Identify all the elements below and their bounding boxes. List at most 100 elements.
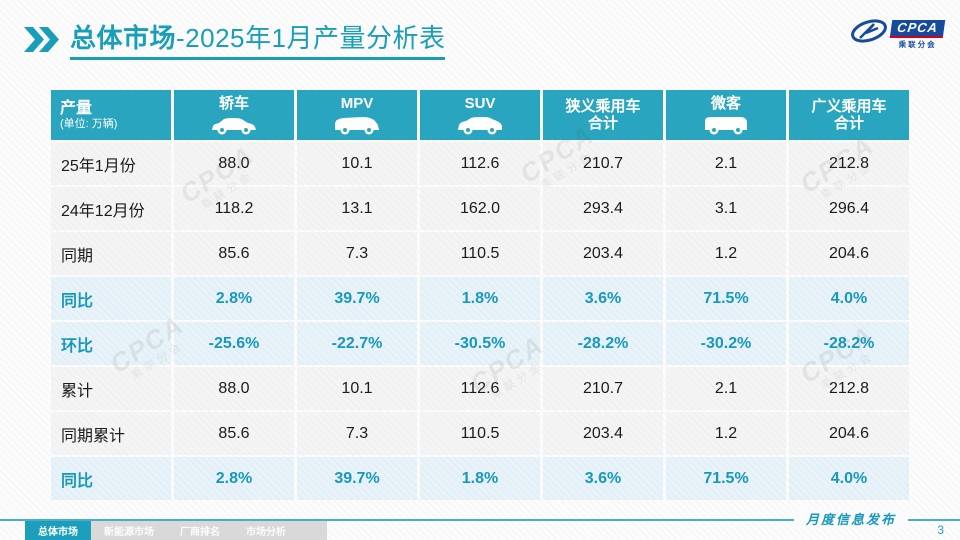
table-cell: 212.8: [789, 142, 909, 185]
corner-header-cell: 产量 (单位: 万辆): [51, 90, 171, 140]
table-cell: 3.6%: [543, 277, 663, 320]
table-cell: 162.0: [420, 187, 540, 230]
corner-unit: (单位: 万辆): [60, 118, 118, 130]
table-cell: 2.8%: [174, 277, 294, 320]
table-cell: 204.6: [789, 412, 909, 455]
table-cell: 10.1: [297, 142, 417, 185]
suv-icon: [420, 113, 540, 135]
table-cell: 7.3: [297, 412, 417, 455]
column-label: 轿车: [218, 94, 249, 112]
table-cell: 118.2: [174, 187, 294, 230]
table-cell: 71.5%: [666, 277, 786, 320]
table-cell: 71.5%: [666, 457, 786, 500]
table-cell: 203.4: [543, 412, 663, 455]
table-cell: 3.6%: [543, 457, 663, 500]
table-cell: -25.6%: [174, 322, 294, 365]
table-cell: 112.6: [420, 367, 540, 410]
double-chevron-icon: [24, 27, 60, 52]
column-label: MPV: [340, 94, 374, 112]
tab-nev-market[interactable]: 新能源市场: [91, 521, 167, 540]
table-cell: 39.7%: [297, 277, 417, 320]
page-title-highlight: 总体市场: [70, 23, 177, 53]
table-cell: 88.0: [174, 367, 294, 410]
production-table: 产量 (单位: 万辆) 轿车 MPV SUV 狭义乘用车 合计 微客 广义乘用车 合计 2…: [48, 88, 912, 502]
table-row: 同期 85.6 7.3 110.5 203.4 1.2 204.6: [51, 232, 909, 275]
column-header-mpv: MPV: [297, 90, 417, 140]
table-cell: 4.0%: [789, 457, 909, 500]
column-label: 狭义乘用车 合计: [565, 97, 641, 132]
row-label: 同期累计: [51, 412, 171, 455]
table-cell: 85.6: [174, 412, 294, 455]
table-row: 同比 2.8% 39.7% 1.8% 3.6% 71.5% 4.0%: [51, 457, 909, 500]
row-label: 25年1月份: [51, 142, 171, 185]
cpca-swoosh-icon: [850, 18, 888, 51]
table-cell: 2.8%: [174, 457, 294, 500]
table-cell: 212.8: [789, 367, 909, 410]
table-cell: 296.4: [789, 187, 909, 230]
table-cell: 293.4: [543, 187, 663, 230]
table-cell: 85.6: [174, 232, 294, 275]
column-label: SUV: [464, 94, 496, 112]
column-header-sedan: 轿车: [174, 90, 294, 140]
table-row: 累计 88.0 10.1 112.6 210.7 2.1 212.8: [51, 367, 909, 410]
row-label: 同期: [51, 232, 171, 275]
microvan-icon: [666, 113, 786, 135]
column-header-suv: SUV: [420, 90, 540, 140]
table-cell: 110.5: [420, 412, 540, 455]
table-cell: 210.7: [543, 367, 663, 410]
row-label: 累计: [51, 367, 171, 410]
column-header-total-3: 狭义乘用车 合计: [543, 90, 663, 140]
table-header-row: 产量 (单位: 万辆) 轿车 MPV SUV 狭义乘用车 合计 微客 广义乘用车 合计: [51, 90, 909, 140]
table-cell: 110.5: [420, 232, 540, 275]
table-cell: 39.7%: [297, 457, 417, 500]
table-cell: 203.4: [543, 232, 663, 275]
tab-oem-ranking[interactable]: 厂商排名: [167, 521, 233, 540]
table-cell: 1.8%: [420, 457, 540, 500]
sedan-icon: [174, 113, 294, 135]
table-cell: -22.7%: [297, 322, 417, 365]
table-cell: 3.1: [666, 187, 786, 230]
bottom-tab-strip: 总体市场 新能源市场 厂商排名 市场分析: [25, 521, 327, 540]
row-label: 同比: [51, 457, 171, 500]
table-row: 同期累计 85.6 7.3 110.5 203.4 1.2 204.6: [51, 412, 909, 455]
column-label: 微客: [710, 94, 741, 112]
table-cell: 1.2: [666, 232, 786, 275]
row-label: 24年12月份: [51, 187, 171, 230]
table-cell: 4.0%: [789, 277, 909, 320]
table-cell: 2.1: [666, 367, 786, 410]
cpca-logo-text: CPCA 乘联分会: [889, 19, 946, 50]
table-cell: -30.5%: [420, 322, 540, 365]
table-row: 环比 -25.6% -22.7% -30.5% -28.2% -30.2% -28.2%: [51, 322, 909, 365]
column-header-total-5: 广义乘用车 合计: [789, 90, 909, 140]
tab-overall-market[interactable]: 总体市场: [25, 521, 91, 540]
column-label: 广义乘用车 合计: [811, 97, 887, 132]
footer-divider-line: [0, 519, 960, 521]
table-cell: 1.8%: [420, 277, 540, 320]
tab-market-analysis[interactable]: 市场分析: [233, 521, 299, 540]
page-title: 总体市场-2025年1月产量分析表: [70, 23, 446, 60]
tab-strip-filler: [299, 521, 327, 540]
table-cell: -28.2%: [543, 322, 663, 365]
cpca-subtext: 乘联分会: [898, 39, 937, 49]
page-title-rest: -2025年1月产量分析表: [176, 23, 446, 53]
table-cell: 1.2: [666, 412, 786, 455]
table-cell: 7.3: [297, 232, 417, 275]
cpca-logo: CPCA 乘联分会: [850, 18, 946, 51]
table-cell: 13.1: [297, 187, 417, 230]
table-cell: -30.2%: [666, 322, 786, 365]
table-row: 25年1月份 88.0 10.1 112.6 210.7 2.1 212.8: [51, 142, 909, 185]
table-cell: 10.1: [297, 367, 417, 410]
column-header-microvan: 微客: [666, 90, 786, 140]
mpv-icon: [297, 113, 417, 135]
table-cell: 112.6: [420, 142, 540, 185]
table-row: 24年12月份 118.2 13.1 162.0 293.4 3.1 296.4: [51, 187, 909, 230]
table-cell: 204.6: [789, 232, 909, 275]
table-cell: 2.1: [666, 142, 786, 185]
page-number: 3: [937, 523, 944, 537]
corner-title: 产量: [60, 99, 93, 117]
publish-label: 月度信息发布: [793, 509, 908, 528]
row-label: 环比: [51, 322, 171, 365]
row-label: 同比: [51, 277, 171, 320]
table-cell: -28.2%: [789, 322, 909, 365]
